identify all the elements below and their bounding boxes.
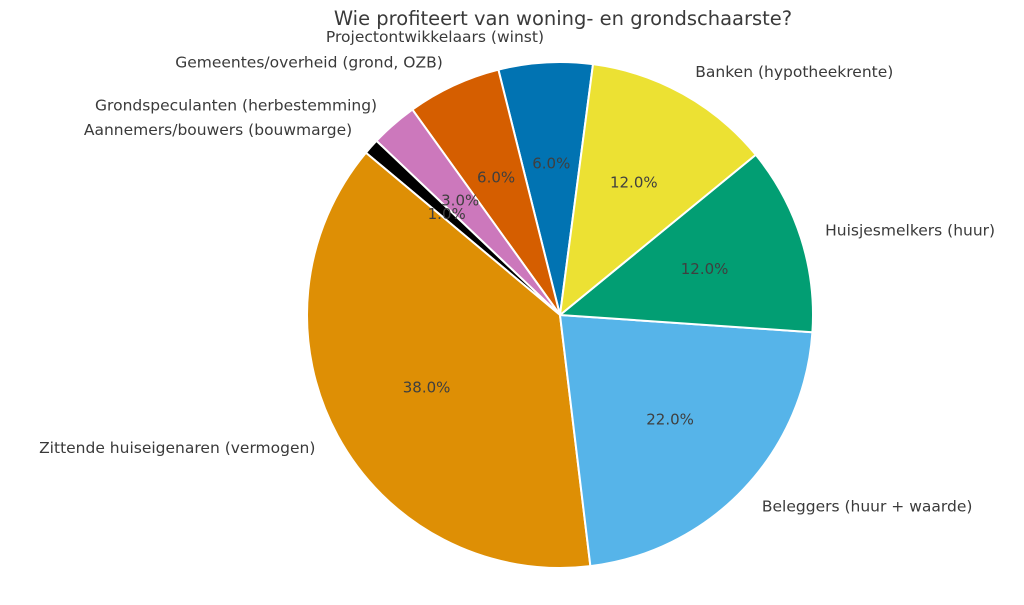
percent-label-3: 1.0% [428, 205, 466, 223]
slice-label-6: Huisjesmelkers (huur) [825, 221, 995, 239]
percent-label-6: 12.0% [681, 260, 729, 278]
percent-labels: 6.0% 6.0% 3.0%1.0% 38.0% 22.0% 12.0% 12.0% [403, 155, 729, 429]
percent-label-0: 6.0% [532, 155, 570, 173]
percent-label-1: 6.0% [477, 168, 515, 186]
slice-label-0: Projectontwikkelaars (winst) [326, 28, 544, 46]
pie-slice-4 [306, 151, 592, 569]
percent-label-7: 12.0% [610, 173, 658, 191]
percent-label-5: 22.0% [646, 411, 694, 429]
slice-label-4: Zittende huiseigenaren (vermogen) [39, 439, 315, 457]
slice-label-2: Grondspeculanten (herbestemming) [95, 96, 377, 114]
pie-slice-5 [559, 314, 814, 568]
slice-label-7: Banken (hypotheekrente) [695, 63, 893, 81]
pie-slice-7 [559, 63, 757, 316]
chart-title: Wie profiteert van woning- en grondschaa… [334, 7, 792, 30]
category-labels: Projectontwikkelaars (winst) Gemeentes/ov… [39, 28, 995, 515]
slice-label-1: Gemeentes/overheid (grond, OZB) [175, 54, 443, 72]
pie-slice-6 [559, 153, 814, 334]
pie-wedges [306, 61, 814, 569]
slice-label-3: Aannemers/bouwers (bouwmarge) [84, 121, 352, 139]
slice-label-5: Beleggers (huur + waarde) [762, 498, 973, 516]
percent-label-2: 3.0% [441, 192, 479, 210]
percent-label-4: 38.0% [403, 378, 451, 396]
